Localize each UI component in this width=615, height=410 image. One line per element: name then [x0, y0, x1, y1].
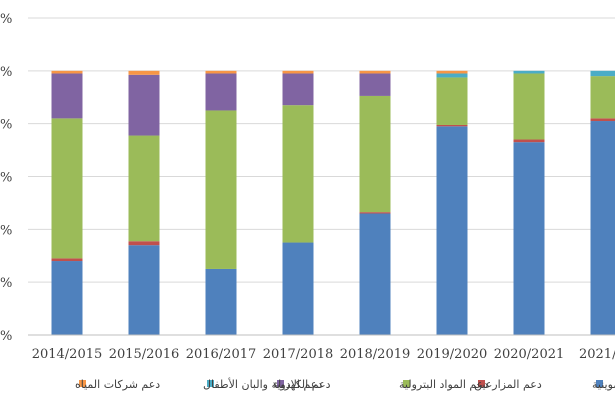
bar-segment — [513, 139, 545, 143]
legend-label: دعم المزارعين — [474, 378, 542, 391]
y-tick-label: % — [0, 65, 12, 80]
x-tick-label: 2021/20 — [579, 347, 615, 362]
bar-segment — [359, 73, 391, 96]
bar-segment — [128, 74, 160, 136]
legend-swatch — [403, 380, 410, 387]
bar-segment — [513, 70, 545, 74]
y-tick-label: % — [0, 276, 12, 291]
bar-segment — [590, 70, 615, 77]
bar-segment — [513, 142, 545, 335]
bar-segment — [436, 73, 468, 78]
bar-segment — [128, 245, 160, 335]
bar-segment — [128, 241, 160, 246]
x-tick-label: 2019/2020 — [417, 347, 488, 362]
bar-segment — [51, 118, 83, 259]
bar-segment — [436, 77, 468, 125]
bar-segment — [436, 124, 468, 127]
bar-segment — [51, 261, 83, 335]
bar-segment — [359, 212, 391, 214]
legend-label: دعم السلع التموينية — [592, 378, 615, 391]
x-tick-label: 2014/2015 — [32, 347, 103, 362]
axes: %%%%%%% 2014/2015 2015/2016 2016/2017 2017/2… — [0, 12, 615, 362]
x-tick-label: 2015/2016 — [109, 347, 180, 362]
bar-segment — [205, 110, 237, 269]
bar-segment — [359, 70, 391, 74]
bar-segment — [205, 73, 237, 111]
bar-segment — [128, 70, 160, 75]
bar-segment — [590, 118, 615, 122]
legend-label: دعم شركات المياه — [75, 378, 160, 391]
legend-label: دعم المواد البترولية — [399, 378, 488, 391]
legend-label: دعم الكهرباء — [273, 378, 331, 391]
x-tick-label: 2020/2021 — [494, 347, 565, 362]
bar-segment — [282, 70, 314, 74]
bar-segment — [359, 95, 391, 213]
y-tick-label: % — [0, 171, 12, 186]
bar-segment — [282, 73, 314, 106]
bars — [51, 70, 615, 336]
legend-swatch — [207, 380, 214, 387]
bar-segment — [282, 242, 314, 335]
bar-segment — [205, 70, 237, 74]
y-tick-label: % — [0, 329, 12, 344]
bar-segment — [205, 268, 237, 335]
bar-segment — [51, 73, 83, 119]
bar-segment — [282, 105, 314, 243]
legend-swatch — [596, 380, 603, 387]
y-tick-label: % — [0, 12, 12, 27]
legend-swatch — [478, 380, 485, 387]
bar-segment — [359, 213, 391, 335]
y-tick-label: % — [0, 118, 12, 133]
legend-swatch — [79, 380, 86, 387]
x-tick-label: 2018/2019 — [340, 347, 411, 362]
gridlines — [28, 17, 615, 336]
legend-swatch — [277, 380, 284, 387]
bar-segment — [51, 258, 83, 262]
x-tick-label: 2016/2017 — [186, 347, 257, 362]
bar-segment — [436, 126, 468, 335]
legend-label: دعم الادوية والبان الأطفال — [203, 377, 322, 391]
bar-segment — [436, 70, 468, 74]
bar-segment — [590, 76, 615, 119]
bar-segment — [51, 70, 83, 74]
bar-segment — [128, 135, 160, 242]
bar-segment — [513, 73, 545, 140]
y-tick-label: % — [0, 223, 12, 238]
x-tick-label: 2017/2018 — [263, 347, 334, 362]
bar-segment — [590, 121, 615, 336]
